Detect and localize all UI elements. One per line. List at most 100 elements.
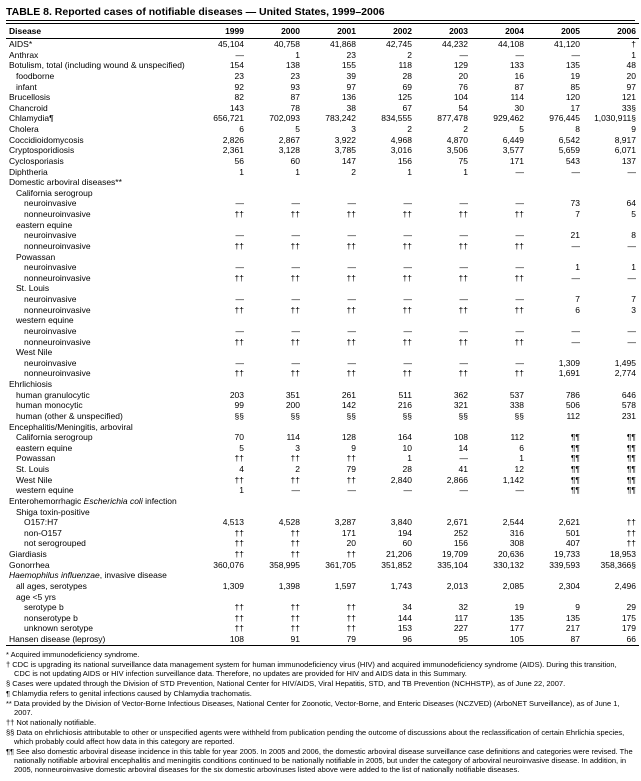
cell: †† [415, 305, 471, 316]
cell: 2 [415, 124, 471, 135]
cell [471, 592, 527, 603]
cell: †† [191, 241, 247, 252]
cell: — [303, 326, 359, 337]
cell: — [527, 241, 583, 252]
cell: 4,870 [415, 135, 471, 146]
cell: 171 [471, 156, 527, 167]
cell: †† [191, 602, 247, 613]
table-row: nonneuroinvasive††††††††††††—— [6, 273, 639, 284]
cell: §§ [247, 411, 303, 422]
cell: 14 [415, 443, 471, 454]
cell: †† [359, 305, 415, 316]
col-header: 2000 [247, 24, 303, 39]
cell: 3,128 [247, 145, 303, 156]
cell: 16 [471, 71, 527, 82]
row-label: infant [6, 82, 191, 93]
cell: †† [359, 337, 415, 348]
cell: 23 [303, 50, 359, 61]
row-label: western equine [6, 315, 191, 326]
cell [527, 507, 583, 518]
cell [415, 507, 471, 518]
cell: 5,659 [527, 145, 583, 156]
cell [583, 283, 639, 294]
table-row: neuroinvasive——————77 [6, 294, 639, 305]
cell: 1,597 [303, 581, 359, 592]
cell: 144 [359, 613, 415, 624]
row-label: Giardiasis [6, 549, 191, 560]
cell: 10 [359, 443, 415, 454]
cell: §§ [191, 411, 247, 422]
cell: — [583, 326, 639, 337]
footnote: ** Data provided by the Division of Vect… [14, 699, 635, 717]
cell: 3,922 [303, 135, 359, 146]
row-label: nonneuroinvasive [6, 273, 191, 284]
cell: §§ [359, 411, 415, 422]
row-label: neuroinvasive [6, 230, 191, 241]
cell [471, 570, 527, 581]
cell: 1 [191, 485, 247, 496]
cell: ¶¶ [527, 475, 583, 486]
cell: — [303, 358, 359, 369]
cell: 85 [527, 82, 583, 93]
cell: 1 [247, 50, 303, 61]
col-header: 2005 [527, 24, 583, 39]
cell: †† [247, 538, 303, 549]
cell: 1 [191, 167, 247, 178]
cell: — [471, 358, 527, 369]
table-row: eastern equine53910146¶¶¶¶ [6, 443, 639, 454]
cell: 6 [527, 305, 583, 316]
row-label: St. Louis [6, 464, 191, 475]
cell [583, 315, 639, 326]
table-row: Chancroid14378386754301733§ [6, 103, 639, 114]
cell: 23 [247, 71, 303, 82]
cell: — [415, 230, 471, 241]
cell: — [303, 262, 359, 273]
table-row: Enterohemorrhagic Escherichia coli infec… [6, 496, 639, 507]
cell: †† [303, 613, 359, 624]
cell [303, 379, 359, 390]
table-row: Cholera65322589 [6, 124, 639, 135]
cell [583, 379, 639, 390]
cell [359, 592, 415, 603]
row-label: eastern equine [6, 220, 191, 231]
cell: 407 [527, 538, 583, 549]
cell: 1 [359, 453, 415, 464]
row-label: Cholera [6, 124, 191, 135]
cell: 19 [471, 602, 527, 613]
cell: 133 [471, 60, 527, 71]
cell: †† [247, 305, 303, 316]
cell: §§ [303, 411, 359, 422]
table-row: Shiga toxin-positive [6, 507, 639, 518]
cell [303, 496, 359, 507]
table-row: western equine [6, 315, 639, 326]
cell: 4 [191, 464, 247, 475]
cell: 41 [415, 464, 471, 475]
cell: † [583, 39, 639, 50]
cell: 2,826 [191, 135, 247, 146]
cell: †† [247, 241, 303, 252]
cell: 6,449 [471, 135, 527, 146]
cell [415, 283, 471, 294]
row-label: Hansen disease (leprosy) [6, 634, 191, 645]
cell: †† [303, 241, 359, 252]
cell: 21 [527, 230, 583, 241]
cell: 1 [583, 262, 639, 273]
cell: †† [415, 337, 471, 348]
cell: 28 [359, 71, 415, 82]
cell: 358,366§ [583, 560, 639, 571]
cell [191, 496, 247, 507]
cell: 42,745 [359, 39, 415, 50]
footnote: § Cases were updated through the Divisio… [14, 679, 635, 688]
row-label: Ehrlichiosis [6, 379, 191, 390]
cell [303, 315, 359, 326]
row-label: neuroinvasive [6, 326, 191, 337]
cell [191, 507, 247, 518]
cell: 118 [359, 60, 415, 71]
row-label: Enterohemorrhagic Escherichia coli infec… [6, 496, 191, 507]
cell: 143 [191, 103, 247, 114]
cell: 200 [247, 400, 303, 411]
cell [303, 188, 359, 199]
cell: 54 [415, 103, 471, 114]
cell [471, 177, 527, 188]
cell: — [583, 273, 639, 284]
